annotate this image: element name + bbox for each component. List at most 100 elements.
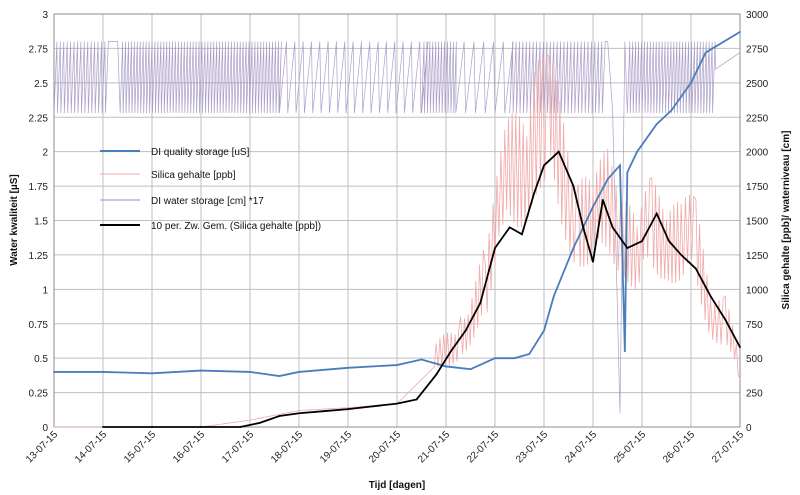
series-point-moving-avg [347,408,349,411]
left-tick-label: 0.5 [34,354,48,365]
series-point-moving-avg [557,150,560,153]
series-point-quality [528,353,531,355]
series-point-quality [347,366,349,369]
series-point-moving-avg [371,405,374,408]
series-point-moving-avg [724,318,727,321]
left-tick-label: 0 [42,423,48,434]
legend: DI quality storage [uS] Silica gehalte [… [100,147,321,232]
series-point-moving-avg [151,426,153,428]
right-tick-label: 1000 [746,285,769,296]
series-point-moving-avg [582,226,585,229]
series-point-quality [739,30,741,33]
series-point-quality [704,51,707,54]
left-tick-label: 3 [42,10,48,21]
legend-label-storage: DI water storage [cm] *17 [151,196,264,207]
left-tick-label: 1.25 [29,251,49,262]
series-point-moving-avg [739,346,741,349]
plot-frame [53,13,741,428]
series-point-moving-avg [322,410,325,413]
series-point-moving-avg [479,302,482,304]
series-point-moving-avg [592,260,594,263]
series-point-moving-avg [508,226,511,229]
series-point-moving-avg [464,329,467,332]
x-tick-label: 24-07-15 [563,429,599,465]
series-point-quality [249,371,251,373]
series-point-moving-avg [601,198,604,201]
series-point-quality [626,171,629,174]
series-point-moving-avg [626,247,629,249]
series-point-quality [200,369,202,372]
x-tick-label: 20-07-15 [367,429,403,465]
x-tick-label: 27-07-15 [710,429,746,465]
series-point-moving-avg [611,226,614,229]
left-tick-label: 2.75 [29,44,49,55]
x-tick-label: 15-07-15 [122,429,158,465]
series-line-moving-avg [103,150,741,428]
series-point-quality [690,81,692,84]
left-tick-label: 1.5 [34,217,48,228]
x-tick-label: 23-07-15 [514,429,550,465]
left-axis-title: Water kwaliteit [µS] [9,174,20,266]
series-point-quality [445,365,447,368]
x-axis-title: Tijd [dagen] [369,480,425,491]
series-point-quality [552,295,555,298]
series-point-moving-avg [543,164,545,167]
series-point-quality [592,205,594,208]
series-point-moving-avg [695,267,697,270]
series-point-moving-avg [450,350,452,353]
series-point-moving-avg [680,254,683,256]
series-point-moving-avg [572,185,575,187]
series-point-moving-avg [298,412,300,415]
x-tick-label: 22-07-15 [465,429,501,465]
series-point-quality [151,372,153,375]
series-point-moving-avg [415,398,418,401]
left-tick-label: 0.75 [29,320,49,331]
x-tick-label: 18-07-15 [269,429,305,465]
series-point-moving-avg [494,247,496,249]
right-tick-label: 2750 [746,44,769,55]
x-axis-ticks: 13-07-15 14-07-15 15-07-15 16-07-15 17-07-15… [24,429,746,465]
right-tick-label: 2500 [746,79,769,90]
right-tick-label: 750 [746,320,763,331]
series-point-quality [636,150,638,153]
series-point-quality [670,109,673,112]
series-point-quality [53,371,55,373]
series-point-moving-avg [258,421,261,424]
series-point-moving-avg [709,295,712,298]
right-tick-label: 2250 [746,113,769,124]
series-point-moving-avg [435,373,438,376]
series-point-quality [623,350,626,353]
left-tick-label: 2.25 [29,113,49,124]
series-point-moving-avg [102,426,104,428]
series-point-quality [655,123,658,126]
series-point-moving-avg [278,415,281,417]
right-tick-label: 3000 [746,10,769,21]
x-tick-label: 13-07-15 [24,429,60,465]
series-point-quality [619,164,621,167]
x-tick-label: 25-07-15 [612,429,648,465]
x-tick-label: 26-07-15 [661,429,697,465]
series-point-quality [572,247,575,249]
series-point-moving-avg [641,240,643,243]
series-point-quality [494,357,496,360]
series-point-quality [513,357,516,360]
series-point-quality [543,329,545,332]
legend-label-quality: DI quality storage [uS] [151,147,250,158]
series-point-quality [102,371,104,373]
series-point-quality [420,358,423,361]
series-point-quality [396,364,398,366]
series-point-quality [298,371,300,373]
left-tick-label: 1.75 [29,182,49,193]
legend-label-silica: Silica gehalte [ppb] [151,170,236,181]
right-tick-label: 0 [746,423,752,434]
series-point-moving-avg [239,426,242,428]
series-point-moving-avg [668,240,670,243]
left-tick-label: 0.25 [29,389,49,400]
series-point-moving-avg [655,212,658,215]
left-tick-label: 2.5 [34,79,48,90]
right-tick-label: 1250 [746,251,769,262]
series-point-quality [606,178,609,181]
right-axis-title: Silica gehalte [ppb]/ waterniveau [cm] [781,131,792,310]
series-point-quality [278,375,281,377]
